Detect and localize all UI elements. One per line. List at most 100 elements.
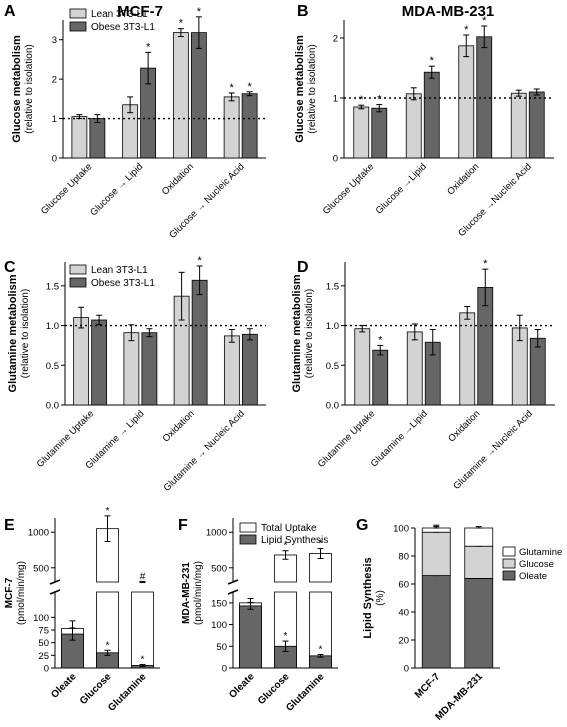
significance-mark-e: * bbox=[106, 640, 110, 651]
bar-a bbox=[223, 96, 240, 159]
significance-mark-a: * bbox=[197, 6, 202, 18]
significance-mark-f: * bbox=[319, 539, 323, 550]
significance-mark-a: * bbox=[229, 82, 234, 94]
y-tick-label-b: 2 bbox=[333, 34, 338, 45]
y-axis-sublabel-f: (pmol/min/mg) bbox=[193, 561, 204, 625]
bar-b bbox=[458, 45, 475, 159]
legend-label-c: Obese 3T3-L1 bbox=[91, 278, 155, 289]
y-tick-label-d: 0.5 bbox=[326, 361, 339, 372]
axis-break-mark-f bbox=[227, 589, 239, 595]
significance-mark-b: * bbox=[430, 55, 435, 67]
bar-c bbox=[123, 332, 140, 406]
axis-break-mark-e bbox=[49, 589, 61, 595]
bar-b bbox=[405, 93, 422, 159]
bar-c bbox=[73, 317, 90, 406]
category-label-f: Oleate bbox=[227, 671, 257, 701]
legend-label-f: Total Uptake bbox=[261, 523, 317, 534]
category-label-e: Oleate bbox=[49, 671, 79, 701]
y-tick-label-e: 75 bbox=[38, 626, 49, 637]
legend-swatch-f bbox=[239, 522, 257, 533]
category-label-b: Oxidation bbox=[445, 161, 481, 197]
panel-letter-d: D bbox=[297, 259, 309, 276]
y-tick-label-e: 25 bbox=[38, 651, 49, 662]
y-tick-label-f: 150 bbox=[211, 598, 227, 609]
legend-swatch-g bbox=[502, 558, 516, 569]
panel-letter-c: C bbox=[4, 259, 16, 276]
category-label-d: Glutamine Uptake bbox=[316, 408, 378, 470]
y-axis-sublabel-c: (relative to isolation) bbox=[20, 289, 31, 378]
legend-label-f: Lipid Synthesis bbox=[261, 535, 328, 546]
y-axis-sublabel-e: (pmol/min/mg) bbox=[16, 561, 27, 625]
axis-break-mark-e bbox=[49, 579, 61, 585]
y-tick-label-e: 0 bbox=[44, 664, 49, 675]
bar-a bbox=[71, 116, 88, 159]
y-tick-label-g: 80 bbox=[398, 552, 409, 563]
y-tick-label-c: 0.0 bbox=[46, 401, 59, 412]
y-tick-label-b: 0 bbox=[333, 154, 338, 165]
y-tick-label-a: 3 bbox=[52, 35, 57, 46]
y-tick-label-d: 1.0 bbox=[326, 321, 339, 332]
y-tick-label-e: 100 bbox=[33, 613, 49, 624]
bar-c bbox=[241, 333, 258, 406]
legend-swatch-c bbox=[69, 277, 87, 288]
y-tick-label-f: 0 bbox=[222, 664, 227, 675]
y-tick-label-e: 50 bbox=[38, 638, 49, 649]
significance-mark-b: * bbox=[377, 94, 382, 106]
y-tick-label-d: 0.0 bbox=[326, 401, 339, 412]
axis-break-mark-f bbox=[227, 579, 239, 585]
panel-title-a: MCF-7 bbox=[117, 3, 163, 20]
y-tick-label-g: 0 bbox=[404, 664, 409, 675]
category-label-e: Glutamine bbox=[106, 671, 149, 714]
significance-mark-d: * bbox=[483, 258, 488, 270]
significance-mark-a: * bbox=[179, 18, 184, 30]
significance-mark-f: * bbox=[319, 645, 323, 656]
bar-d bbox=[459, 312, 476, 406]
legend-label-c: Lean 3T3-L1 bbox=[91, 265, 148, 276]
y-axis-sublabel-d: (relative to isolation) bbox=[304, 289, 315, 378]
category-label-g: MCF-7 bbox=[413, 671, 443, 701]
bar-d bbox=[354, 328, 371, 406]
bar-d bbox=[529, 337, 546, 406]
significance-mark-c: * bbox=[197, 255, 202, 267]
panel-letter-e: E bbox=[4, 517, 15, 534]
y-tick-label-b: 1 bbox=[333, 94, 338, 105]
y-tick-label-f: 1000 bbox=[206, 528, 227, 539]
panel-letter-b: B bbox=[297, 3, 309, 20]
bar-c bbox=[191, 279, 208, 406]
y-axis-label-f: MDA-MB-231 bbox=[181, 562, 192, 624]
category-label-e: Glucose bbox=[78, 671, 114, 707]
y-tick-label-f: 50 bbox=[216, 642, 227, 653]
lipid-synthesis-bar-f bbox=[239, 605, 262, 669]
significance-mark-a: * bbox=[247, 81, 252, 93]
legend-swatch-g bbox=[502, 570, 516, 581]
significance-mark-e: * bbox=[106, 506, 110, 517]
panel-title-b: MDA-MB-231 bbox=[402, 3, 495, 20]
bar-a bbox=[89, 118, 106, 159]
legend-swatch-a bbox=[69, 21, 87, 32]
y-axis-sublabel-b: (relative to isolation) bbox=[307, 44, 318, 133]
category-label-f: Glutamine bbox=[284, 671, 327, 714]
stack-segment-glutamine-g bbox=[464, 527, 494, 547]
bar-b bbox=[353, 106, 370, 159]
y-tick-label-f: 100 bbox=[211, 620, 227, 631]
y-axis-label-g: Lipid Synthesis bbox=[362, 557, 374, 638]
bar-a bbox=[172, 32, 189, 159]
y-axis-label-e: MCF-7 bbox=[4, 577, 15, 608]
bar-a bbox=[190, 32, 207, 159]
significance-mark-e: * bbox=[141, 654, 145, 665]
bar-c bbox=[91, 319, 108, 406]
significance-mark-b: * bbox=[464, 24, 469, 36]
stack-segment-oleate-g bbox=[464, 578, 494, 669]
y-tick-label-g: 20 bbox=[398, 636, 409, 647]
y-tick-label-g: 100 bbox=[393, 524, 409, 535]
significance-mark-f: * bbox=[284, 541, 288, 552]
legend-label-a: Lean 3T3-L1 bbox=[91, 9, 148, 20]
bar-a bbox=[241, 93, 258, 159]
significance-mark-b: * bbox=[359, 94, 364, 106]
y-tick-label-a: 0 bbox=[52, 154, 57, 165]
category-label-a: Oxidation bbox=[160, 161, 196, 197]
category-label-c: Glutamine → Nucleic Acid bbox=[162, 408, 247, 493]
category-label-c: Oxidation bbox=[161, 408, 197, 444]
panel-letter-f: F bbox=[178, 517, 188, 534]
bar-b bbox=[528, 91, 545, 159]
